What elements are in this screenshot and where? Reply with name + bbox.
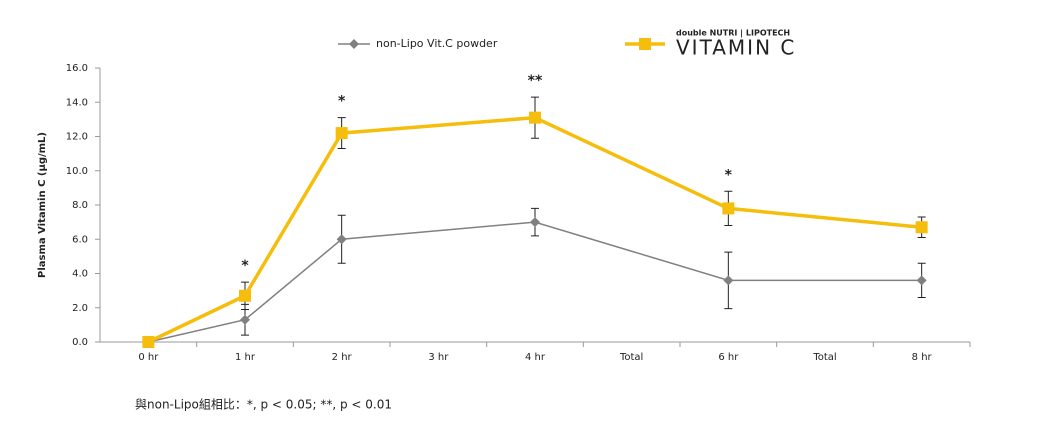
legend-label: VITAMIN C — [676, 36, 796, 60]
y-tick-label: 8.0 — [72, 200, 88, 211]
marker — [336, 234, 347, 245]
marker — [335, 127, 348, 140]
x-tick-label: 4 hr — [525, 352, 546, 363]
x-tick-label: 2 hr — [332, 352, 353, 363]
x-tick-label: Total — [619, 352, 643, 363]
marker — [349, 39, 359, 49]
marker — [530, 217, 540, 228]
series-line — [148, 221, 922, 343]
x-tick-label: 0 hr — [138, 352, 159, 363]
y-tick-label: 2.0 — [72, 303, 88, 314]
marker — [723, 275, 734, 286]
y-axis-label: Plasma Vitamin C (μg/mL) — [37, 132, 48, 278]
marker — [529, 111, 541, 124]
y-tick-label: 12.0 — [66, 132, 88, 143]
significance: * — [725, 167, 733, 183]
y-tick-label: 4.0 — [72, 269, 88, 280]
marker — [915, 221, 928, 234]
legend-brand: double NUTRI | LIPOTECH — [676, 29, 790, 38]
marker — [239, 289, 251, 302]
y-tick-label: 10.0 — [66, 166, 88, 177]
series-line — [147, 115, 922, 344]
x-tick-label: 1 hr — [235, 352, 256, 363]
legend-label: non-Lipo Vit.C powder — [376, 37, 498, 50]
y-tick-label: 16.0 — [66, 63, 88, 74]
marker — [722, 202, 735, 215]
marker — [916, 275, 927, 286]
marker — [639, 38, 651, 50]
x-tick-label: 3 hr — [428, 352, 449, 363]
marker — [240, 314, 250, 325]
footnote: 與non-Lipo組相比：*, p < 0.05; **, p < 0.01 — [135, 398, 392, 412]
y-tick-label: 0.0 — [72, 337, 88, 348]
marker — [142, 336, 155, 348]
y-tick-label: 14.0 — [66, 97, 88, 108]
significance: * — [241, 258, 249, 274]
significance: ** — [528, 73, 543, 89]
y-tick-label: 6.0 — [72, 234, 88, 245]
x-tick-label: 6 hr — [718, 352, 739, 363]
significance: * — [338, 94, 346, 110]
x-tick-label: 8 hr — [912, 352, 933, 363]
x-tick-label: Total — [812, 352, 836, 363]
